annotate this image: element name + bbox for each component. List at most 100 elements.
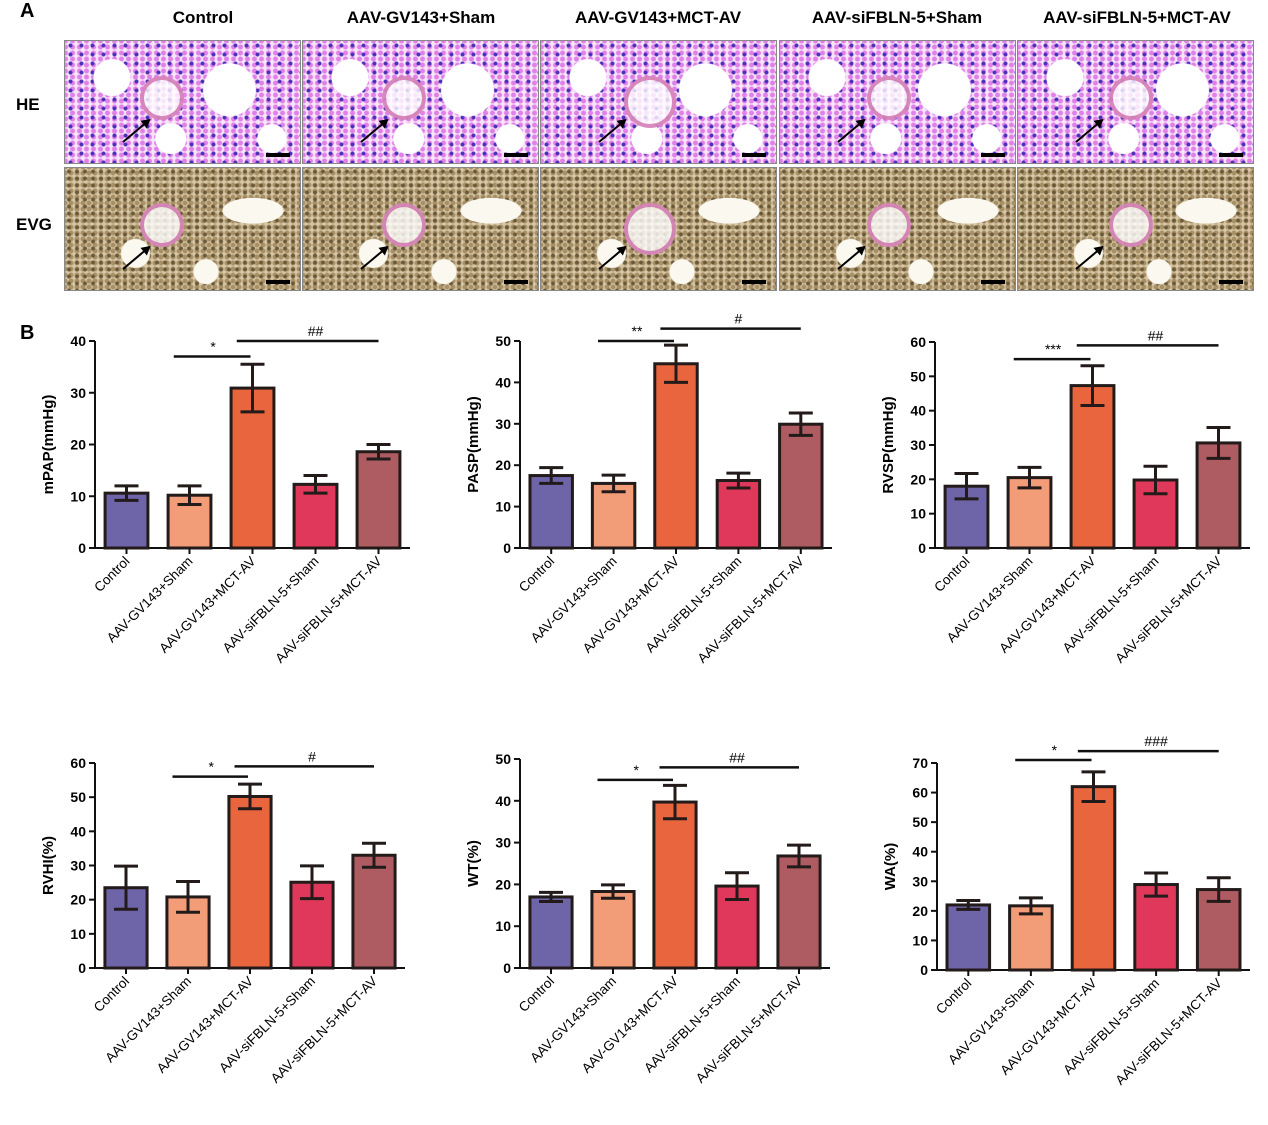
y-tick-label: 20 bbox=[70, 892, 86, 908]
bar bbox=[715, 479, 762, 550]
vessel bbox=[382, 203, 426, 247]
y-tick-label: 40 bbox=[910, 403, 926, 419]
significance-label: * bbox=[1052, 742, 1058, 758]
he-micrograph bbox=[1017, 40, 1254, 164]
y-axis-title: PASP(mmHg) bbox=[465, 396, 482, 492]
column-header: AAV-siFBLN-5+MCT-AV bbox=[1043, 8, 1231, 27]
y-tick-label: 10 bbox=[912, 932, 928, 948]
significance-label: *** bbox=[1045, 341, 1062, 357]
y-tick-label: 30 bbox=[495, 835, 511, 851]
significance-label: ## bbox=[1148, 327, 1164, 343]
y-tick-label: 10 bbox=[495, 918, 511, 934]
evg-micrograph bbox=[302, 167, 539, 291]
x-tick-label: Control bbox=[91, 974, 132, 1015]
vessel bbox=[867, 76, 911, 120]
y-tick-label: 30 bbox=[910, 437, 926, 453]
bar bbox=[355, 450, 402, 550]
bar bbox=[652, 800, 698, 970]
y-axis-title: RVSP(mmHg) bbox=[880, 396, 897, 493]
bar bbox=[351, 853, 397, 970]
x-tick-label: Control bbox=[516, 554, 557, 595]
y-tick-label: 20 bbox=[910, 471, 926, 487]
y-tick-label: 10 bbox=[70, 926, 86, 942]
significance-label: ** bbox=[632, 323, 643, 339]
y-tick-label: 40 bbox=[495, 374, 511, 390]
y-tick-label: 0 bbox=[918, 540, 926, 556]
y-axis-title: RVHI(%) bbox=[40, 836, 57, 895]
significance-label: ### bbox=[1144, 733, 1168, 749]
y-tick-label: 50 bbox=[495, 751, 511, 767]
bar bbox=[528, 895, 574, 970]
y-tick-label: 40 bbox=[70, 823, 86, 839]
y-tick-label: 60 bbox=[910, 334, 926, 350]
y-tick-label: 40 bbox=[495, 793, 511, 809]
bar bbox=[292, 482, 339, 550]
y-tick-label: 40 bbox=[70, 333, 86, 349]
significance-label: ## bbox=[729, 749, 745, 765]
vessel bbox=[867, 203, 911, 247]
vessel bbox=[1109, 76, 1153, 120]
he-micrograph bbox=[302, 40, 539, 164]
bar bbox=[778, 422, 824, 550]
vessel bbox=[624, 203, 676, 255]
bar bbox=[528, 474, 574, 550]
vessel bbox=[624, 76, 676, 128]
significance-label: * bbox=[209, 759, 215, 775]
bar bbox=[1070, 785, 1117, 972]
vessel bbox=[140, 76, 184, 120]
significance-label: # bbox=[735, 311, 743, 327]
x-tick-label: Control bbox=[516, 974, 557, 1015]
y-tick-label: 0 bbox=[503, 960, 511, 976]
row-header-he: HE bbox=[16, 95, 40, 114]
vessel bbox=[140, 203, 184, 247]
y-tick-label: 10 bbox=[495, 499, 511, 515]
column-header: AAV-GV143+MCT-AV bbox=[574, 8, 742, 27]
column-header: AAV-siFBLN-5+Sham bbox=[811, 8, 983, 27]
y-tick-label: 0 bbox=[78, 540, 86, 556]
significance-label: * bbox=[210, 339, 216, 355]
panel-b-label: B bbox=[20, 322, 35, 344]
scale-bar bbox=[1219, 280, 1243, 284]
bar bbox=[227, 794, 273, 970]
y-tick-label: 20 bbox=[912, 903, 928, 919]
y-tick-label: 20 bbox=[70, 437, 86, 453]
column-header: Control bbox=[172, 8, 234, 27]
y-tick-label: 10 bbox=[910, 506, 926, 522]
y-tick-label: 10 bbox=[70, 488, 86, 504]
y-tick-label: 30 bbox=[70, 385, 86, 401]
bar bbox=[653, 362, 699, 550]
evg-micrograph bbox=[779, 167, 1016, 291]
vessel bbox=[382, 76, 426, 120]
scale-bar bbox=[266, 153, 290, 157]
scale-bar bbox=[504, 153, 528, 157]
scale-bar bbox=[742, 280, 766, 284]
bar bbox=[945, 903, 992, 972]
y-tick-label: 30 bbox=[70, 858, 86, 874]
y-tick-label: 20 bbox=[495, 876, 511, 892]
y-tick-label: 30 bbox=[495, 416, 511, 432]
significance-label: * bbox=[634, 762, 640, 778]
scale-bar bbox=[981, 280, 1005, 284]
bar bbox=[776, 854, 822, 970]
panel-a-label: A bbox=[20, 0, 35, 22]
evg-micrograph bbox=[64, 167, 301, 291]
y-tick-label: 60 bbox=[70, 755, 86, 771]
x-tick-label: Control bbox=[91, 554, 132, 595]
y-tick-label: 0 bbox=[78, 960, 86, 976]
scale-bar bbox=[1219, 153, 1243, 157]
x-tick-label: Control bbox=[933, 976, 974, 1017]
y-tick-label: 50 bbox=[910, 368, 926, 384]
evg-micrograph bbox=[1017, 167, 1254, 291]
y-tick-label: 50 bbox=[495, 333, 511, 349]
x-tick-label: AAV-siFBLN-5+MCT-AV bbox=[272, 554, 384, 666]
y-tick-label: 0 bbox=[503, 540, 511, 556]
y-axis-title: mPAP(mmHg) bbox=[40, 395, 57, 495]
x-tick-label: Control bbox=[931, 554, 972, 595]
x-tick-label: AAV-siFBLN-5+MCT-AV bbox=[1112, 976, 1224, 1088]
y-tick-label: 20 bbox=[495, 457, 511, 473]
y-axis-title: WA(%) bbox=[882, 843, 899, 891]
row-header-evg: EVG bbox=[16, 215, 52, 234]
y-tick-label: 50 bbox=[912, 814, 928, 830]
bar bbox=[590, 890, 636, 970]
